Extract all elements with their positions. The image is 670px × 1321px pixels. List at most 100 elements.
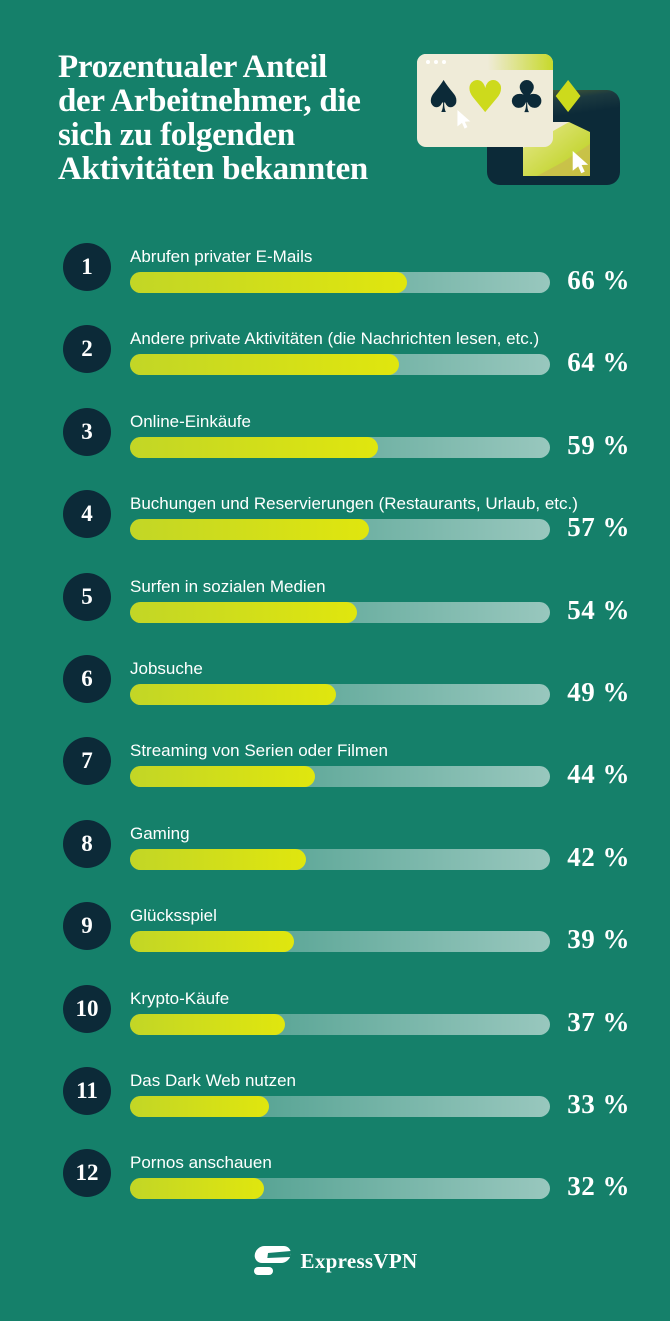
rank-number: 7 xyxy=(81,748,93,774)
percentage-value: 64 % xyxy=(567,347,630,378)
chart-row: 4 Buchungen und Reservierungen (Restaura… xyxy=(0,490,670,575)
activity-label: Gaming xyxy=(130,823,190,843)
bar-fill xyxy=(130,1178,265,1200)
rank-number: 4 xyxy=(81,501,93,527)
rank-number: 1 xyxy=(81,254,93,279)
spade-icon: ♠ xyxy=(424,72,464,123)
rank-number: 5 xyxy=(81,583,93,609)
cursor-icon xyxy=(572,151,589,174)
chart-row: 12 Pornos anschauen 32 % xyxy=(0,1149,670,1234)
chart-row: 10 Krypto-Käufe 37 % xyxy=(0,984,670,1070)
rank-badge: 1 xyxy=(63,243,111,291)
bar-fill xyxy=(130,354,399,376)
activity-label: Buchungen und Reservierungen (Restaurant… xyxy=(130,494,578,514)
rank-badge: 3 xyxy=(63,407,111,456)
bar-track xyxy=(130,683,550,705)
rank-badge: 5 xyxy=(63,572,111,621)
percentage-value: 49 % xyxy=(567,676,630,707)
bar-fill xyxy=(130,848,307,870)
rank-badge: 10 xyxy=(63,984,111,1033)
rank-badge: 12 xyxy=(63,1149,111,1198)
rank-number: 12 xyxy=(75,1160,99,1186)
bar-fill xyxy=(130,1095,269,1117)
bar-track xyxy=(130,1095,550,1117)
rank-number: 2 xyxy=(81,336,93,362)
page-title: Prozentualer Anteil der Arbeitnehmer, di… xyxy=(58,49,368,187)
percentage-value: 32 % xyxy=(567,1171,630,1202)
percentage-value: 57 % xyxy=(567,512,630,543)
browser-titlebar xyxy=(417,54,553,70)
activity-label: Pornos anschauen xyxy=(130,1153,272,1173)
header-illustration: ♠ ♥ ♣ ♦ xyxy=(415,48,665,198)
rank-badge: 7 xyxy=(63,737,111,786)
club-icon: ♣ xyxy=(506,72,547,123)
chart-row: 7 Streaming von Serien oder Filmen 44 % xyxy=(0,737,670,822)
activity-label: Abrufen privater E-Mails xyxy=(130,247,313,266)
activity-label: Das Dark Web nutzen xyxy=(130,1070,296,1090)
chart-row: 8 Gaming 42 % xyxy=(0,819,670,905)
activity-label: Jobsuche xyxy=(130,658,203,678)
percentage-value: 66 % xyxy=(567,265,630,295)
chart-row: 3 Online-Einkäufe 59 % xyxy=(0,407,670,493)
cursor-icon xyxy=(457,110,471,129)
rank-number: 10 xyxy=(75,995,99,1021)
chart-row: 6 Jobsuche 49 % xyxy=(0,654,670,740)
rank-number: 8 xyxy=(81,830,93,856)
bar-track xyxy=(130,354,550,376)
bar-fill xyxy=(130,519,370,541)
rank-number: 11 xyxy=(76,1077,98,1103)
bar-track xyxy=(130,766,550,788)
percentage-value: 44 % xyxy=(567,759,630,790)
activity-label: Streaming von Serien oder Filmen xyxy=(130,741,388,761)
footer: ExpressVPN xyxy=(0,1244,670,1278)
bar-track xyxy=(130,848,550,870)
activity-label: Glücksspiel xyxy=(130,906,217,926)
rank-badge: 11 xyxy=(63,1066,111,1115)
brand-wordmark: ExpressVPN xyxy=(300,1248,418,1273)
cream-browser-window: ♠ ♥ ♣ ♦ xyxy=(417,54,588,147)
percentage-value: 37 % xyxy=(567,1006,630,1037)
activity-label: Online-Einkäufe xyxy=(130,411,251,431)
chart-row: 1 Abrufen privater E-Mails 66 % xyxy=(0,243,670,328)
percentage-value: 59 % xyxy=(567,429,630,460)
chart-row: 2 Andere private Aktivitäten (die Nachri… xyxy=(0,325,670,410)
bar-track xyxy=(130,436,550,458)
bar-track xyxy=(130,272,550,293)
rank-number: 3 xyxy=(81,418,93,444)
bar-track xyxy=(130,519,550,541)
diamond-icon: ♦ xyxy=(548,72,588,123)
bar-track xyxy=(130,1178,550,1200)
bar-fill xyxy=(130,601,357,623)
bar-fill xyxy=(130,436,378,458)
chart-rows: 1 Abrufen privater E-Mails 66 % 2 Andere… xyxy=(0,243,670,1235)
percentage-value: 33 % xyxy=(567,1088,630,1119)
bar-track xyxy=(130,601,550,623)
window-dots-icon xyxy=(426,60,446,64)
rank-number: 6 xyxy=(81,665,93,691)
bar-fill xyxy=(130,272,408,293)
bar-track xyxy=(130,931,550,953)
activity-label: Andere private Aktivitäten (die Nachrich… xyxy=(130,329,540,349)
chart-row: 9 Glücksspiel 39 % xyxy=(0,902,670,987)
chart-row: 11 Das Dark Web nutzen 33 % xyxy=(0,1066,670,1152)
heart-icon: ♥ xyxy=(465,72,505,123)
bar-fill xyxy=(130,931,294,953)
bar-track xyxy=(130,1013,550,1035)
bar-fill xyxy=(130,1013,286,1035)
rank-badge: 6 xyxy=(63,654,111,703)
percentage-value: 42 % xyxy=(567,841,630,872)
expressvpn-logo-icon xyxy=(253,1246,291,1275)
activity-label: Surfen in sozialen Medien xyxy=(130,576,326,596)
card-suits: ♠ ♥ ♣ ♦ xyxy=(424,72,588,123)
rank-badge: 8 xyxy=(63,819,111,868)
rank-badge: 4 xyxy=(63,490,111,539)
percentage-value: 54 % xyxy=(567,594,630,625)
rank-badge: 9 xyxy=(63,902,111,951)
rank-number: 9 xyxy=(81,913,93,939)
bar-fill xyxy=(130,766,315,788)
activity-label: Krypto-Käufe xyxy=(130,988,230,1008)
chart-row: 5 Surfen in sozialen Medien 54 % xyxy=(0,572,670,658)
rank-badge: 2 xyxy=(63,325,111,374)
percentage-value: 39 % xyxy=(567,924,630,955)
